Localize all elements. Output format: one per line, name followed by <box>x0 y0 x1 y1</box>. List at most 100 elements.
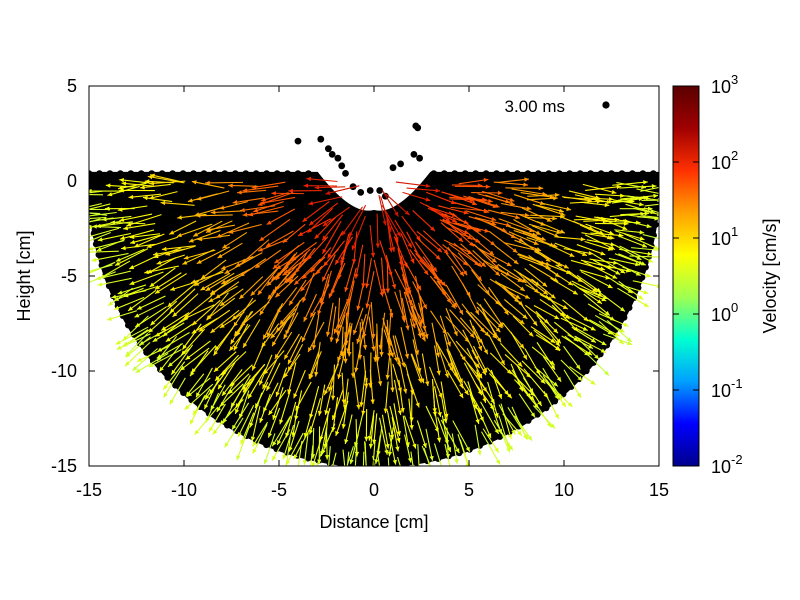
velocity-arrow <box>123 285 158 298</box>
velocity-arrow <box>283 333 300 360</box>
velocity-arrow <box>402 415 410 448</box>
velocity-arrow <box>275 367 288 397</box>
velocity-arrow <box>265 230 294 248</box>
velocity-arrow <box>306 236 329 261</box>
surface-particle <box>545 170 552 177</box>
velocity-arrow <box>619 184 657 189</box>
velocity-arrow <box>388 432 397 465</box>
boundary-particle <box>337 460 344 466</box>
surface-particle <box>472 170 479 177</box>
velocity-arrow <box>210 277 234 296</box>
velocity-arrow <box>448 211 479 233</box>
velocity-arrow <box>324 385 333 415</box>
ejecta-particle <box>414 124 422 132</box>
boundary-particle <box>597 350 604 358</box>
velocity-arrow <box>368 352 373 388</box>
velocity-arrow <box>220 255 254 270</box>
velocity-arrow <box>459 317 484 344</box>
velocity-arrow <box>325 302 334 337</box>
velocity-arrow <box>97 232 131 242</box>
velocity-arrow <box>481 190 515 202</box>
velocity-arrow <box>442 218 473 240</box>
velocity-arrow <box>542 356 562 383</box>
velocity-arrow <box>308 398 321 435</box>
velocity-arrow <box>469 393 485 422</box>
velocity-arrow <box>401 297 410 331</box>
velocity-arrow <box>487 381 499 418</box>
velocity-arrow <box>618 280 644 301</box>
velocity-arrow <box>615 230 645 241</box>
velocity-arrow <box>219 201 248 210</box>
velocity-arrow <box>373 330 378 362</box>
velocity-arrow <box>257 265 281 296</box>
velocity-arrow <box>267 407 281 438</box>
velocity-arrow <box>310 247 332 273</box>
velocity-arrow <box>535 249 563 267</box>
velocity-arrow <box>271 415 292 447</box>
velocity-arrow <box>521 207 552 222</box>
velocity-arrow <box>311 314 320 350</box>
velocity-arrow <box>185 340 211 361</box>
velocity-arrow <box>192 220 223 237</box>
velocity-arrow <box>106 310 137 321</box>
velocity-arrow <box>402 191 431 202</box>
velocity-arrow <box>468 225 496 246</box>
velocity-arrow <box>389 405 401 443</box>
velocity-arrow <box>105 183 137 188</box>
velocity-arrow <box>613 261 641 277</box>
velocity-arrow <box>229 364 253 387</box>
boundary-particle <box>583 367 590 375</box>
velocity-arrow <box>261 192 289 202</box>
velocity-arrow <box>89 250 119 253</box>
velocity-arrow <box>513 227 547 241</box>
velocity-arrow <box>534 366 559 387</box>
velocity-arrow <box>519 256 551 270</box>
surface-particle <box>556 170 563 177</box>
velocity-arrow <box>444 443 451 466</box>
velocity-arrow <box>623 214 659 221</box>
velocity-arrow <box>617 287 649 308</box>
velocity-arrow <box>406 231 424 264</box>
velocity-arrow <box>467 232 495 256</box>
boundary-particle <box>551 398 559 405</box>
velocity-arrow <box>404 434 413 463</box>
velocity-arrow <box>386 218 394 253</box>
surface-particle <box>462 170 469 177</box>
velocity-arrow <box>644 203 659 207</box>
y-tick-label: 0 <box>67 171 77 191</box>
velocity-arrow <box>542 367 562 400</box>
velocity-arrow <box>503 299 528 320</box>
velocity-arrow <box>319 427 328 457</box>
velocity-arrow <box>257 192 294 206</box>
velocity-arrow <box>235 252 263 268</box>
velocity-arrow <box>518 301 538 327</box>
velocity-arrow <box>89 203 111 210</box>
velocity-arrow <box>385 193 410 216</box>
velocity-arrow <box>182 323 202 350</box>
velocity-arrow <box>335 314 346 344</box>
velocity-arrow <box>176 223 213 238</box>
velocity-arrow <box>142 195 173 203</box>
velocity-arrow <box>233 323 249 351</box>
boundary-particle <box>621 314 628 321</box>
velocity-arrow <box>308 202 339 226</box>
velocity-arrow <box>325 185 360 196</box>
velocity-arrow <box>412 210 436 232</box>
boundary-particle <box>642 263 649 271</box>
velocity-arrow <box>586 353 610 376</box>
velocity-arrow <box>367 410 375 441</box>
velocity-arrow <box>423 447 431 466</box>
velocity-arrow <box>198 309 231 333</box>
velocity-arrow <box>489 352 512 375</box>
velocity-arrow <box>354 334 364 373</box>
velocity-arrow <box>188 229 221 243</box>
velocity-arrow <box>500 211 530 218</box>
velocity-arrow <box>372 441 376 466</box>
velocity-arrow <box>330 262 346 295</box>
surface-particle <box>650 170 657 177</box>
velocity-arrow <box>576 244 606 256</box>
velocity-arrow <box>383 329 394 358</box>
velocity-arrow <box>341 372 346 405</box>
velocity-arrow <box>239 258 267 277</box>
velocity-arrow <box>107 287 134 307</box>
